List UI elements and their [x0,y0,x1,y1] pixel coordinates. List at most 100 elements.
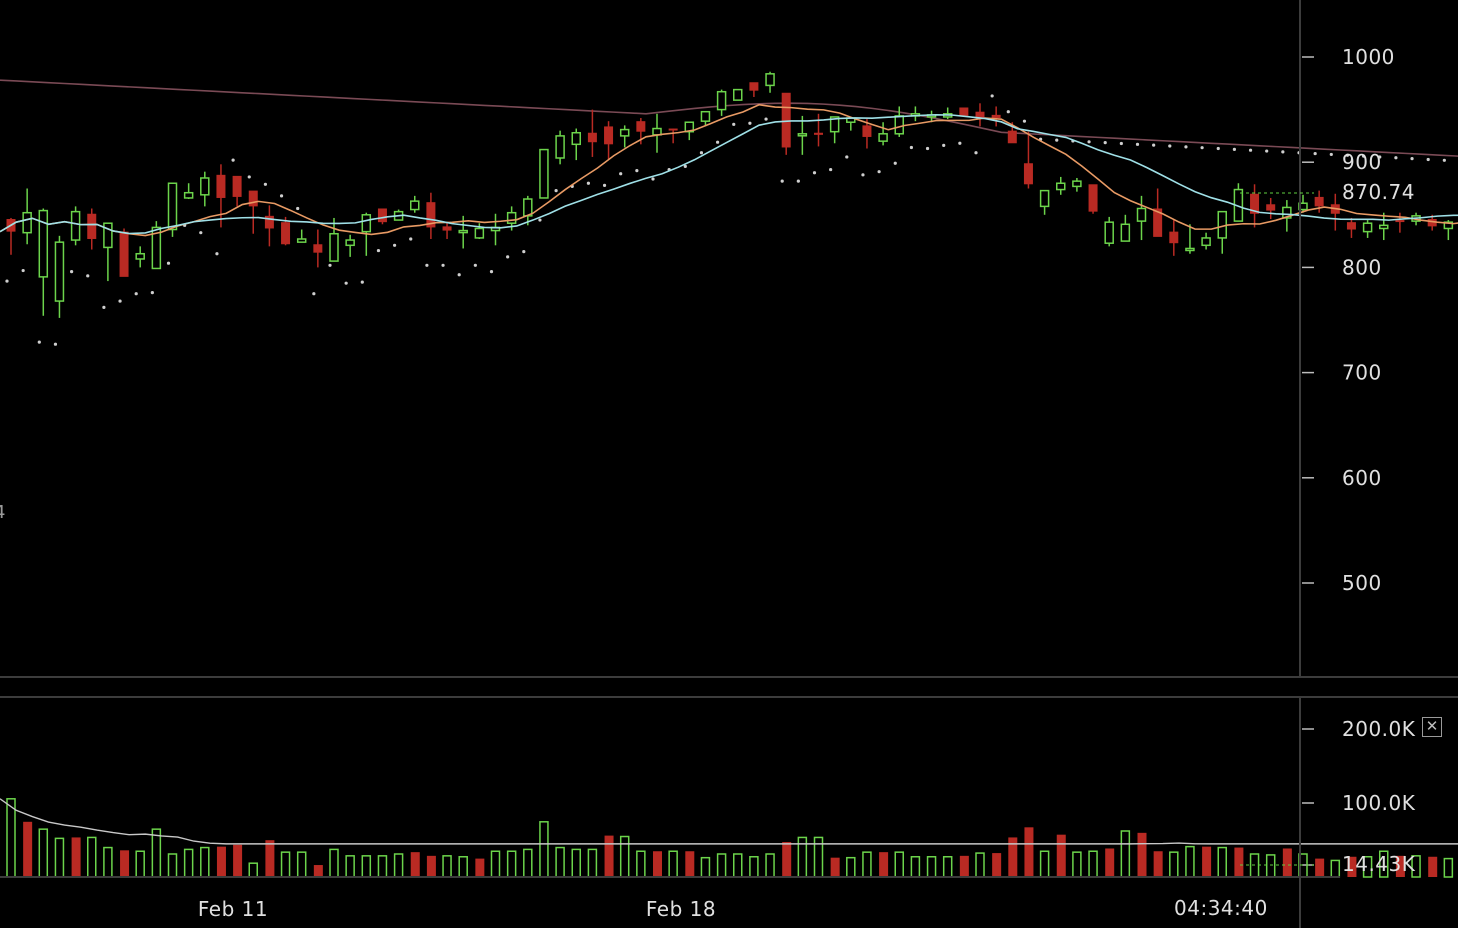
volume-bar-down [23,821,33,877]
sar-dot [1426,157,1430,162]
volume-bar-down [685,851,695,877]
clock-time: 04:34:40 [1174,896,1268,920]
candle-body-up [829,116,840,133]
candle-body-up [571,131,581,146]
sar-dot [1394,156,1398,160]
sar-dot [37,340,41,344]
sar-dot [1006,110,1010,114]
volume-bar-up [587,848,598,878]
volume-bar-up [377,855,388,878]
candle-body-down [216,174,226,198]
volume-bar-up [1120,830,1131,878]
sar-dot [393,243,397,247]
moving-average-lines [0,103,1458,237]
candle-body-up [555,135,565,159]
candle-body-down [87,213,97,239]
sar-dot [1119,141,1123,146]
candle-body-down [814,132,823,135]
candle-body-up [200,177,210,196]
sar-dot [473,263,477,267]
close-volume-pane-button[interactable]: ✕ [1422,717,1442,737]
sar-dot [619,172,623,176]
volume-bar-down [216,846,226,877]
volume-bar-down [1428,856,1438,877]
volume-bar-up [942,856,953,878]
volume-bar-up [361,855,372,878]
sar-dot [602,183,607,187]
sar-dot [1329,152,1333,157]
slow-moving-average-line [0,79,1458,157]
volume-bar-down [1315,858,1325,877]
sar-dot [796,179,800,183]
sar-dot [215,252,219,256]
sar-dot [538,218,542,222]
volume-bar-down [1008,837,1018,877]
candle-body-up [361,214,372,233]
sar-dot [1168,144,1172,148]
candle-body-up [1072,180,1082,188]
candle-body-up [1282,206,1292,219]
volume-bar-up [490,850,501,878]
volume-bar-down [265,840,275,877]
candle-body-down [604,126,614,145]
candle-body-down [991,114,1001,119]
volume-bar-up [555,846,565,878]
sar-dot [861,173,865,177]
candle-body-up [733,88,743,101]
candle-body-up [54,241,65,302]
volume-bar-up [619,835,630,878]
volume-bar-up [975,852,985,878]
candle-body-down [1250,193,1260,214]
candle-body-up [797,133,808,137]
volume-bar-up [345,855,355,878]
volume-bar-up [1217,846,1227,878]
sar-dot [344,281,348,285]
volume-bar-up [636,850,646,878]
candle-body-up [765,73,775,87]
volume-bar-up [539,821,549,878]
candle-body-up [700,110,711,122]
sar-dot [683,164,687,169]
candle-body-down [668,128,678,131]
price-tick-label: 800 [1342,255,1382,279]
volume-moving-average-line [0,798,1458,845]
volume-bar-up [458,856,468,878]
sar-dot [360,280,364,284]
volume-bar-down [830,857,840,877]
volume-bar-down [604,835,614,877]
sar-dot [489,270,494,274]
sar-dot [554,189,558,193]
candle-body-up [1201,237,1211,247]
parabolic-sar-dots [5,94,1446,346]
sar-dot [199,231,203,235]
sar-dot [102,305,106,309]
candle-body-up [329,232,339,262]
price-tick-label: 500 [1342,571,1382,595]
volume-bars [6,798,1454,878]
volume-bar-down [475,858,485,877]
volume-bar-up [894,851,904,878]
volume-bar-up [1362,856,1373,878]
price-tick-label: 700 [1342,361,1382,385]
volume-bar-up [846,856,856,878]
volume-bar-up [1072,851,1082,878]
sar-dot [1184,145,1188,149]
sar-dot [425,263,429,267]
sar-dot [441,263,445,267]
volume-bar-up [910,856,921,878]
volume-bar-down [1153,851,1163,877]
candle-body-down [862,125,872,137]
volume-bar-up [571,848,581,878]
volume-bar-down [410,852,420,877]
sar-dot [877,170,881,174]
volume-bar-down [1347,856,1357,877]
candle-body-up [38,209,49,278]
volume-bar-down [992,853,1002,877]
sar-dot [1410,157,1414,161]
volume-bar-down [1234,847,1244,877]
candle-body-up [1104,221,1114,244]
sar-dot [53,342,58,346]
candle-body-up [22,211,32,234]
candle-body-down [377,208,387,223]
